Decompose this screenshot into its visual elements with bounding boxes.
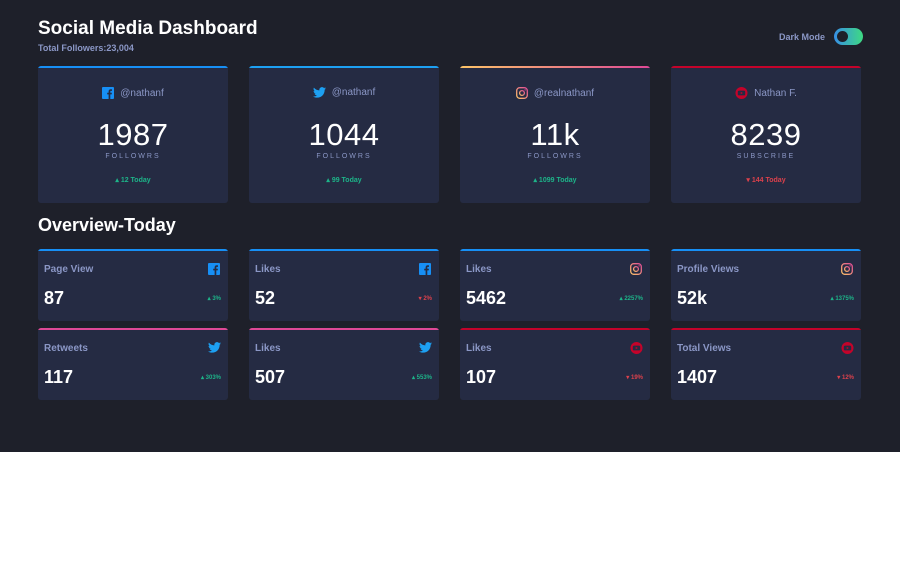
card-youtube[interactable]: Nathan F. 8239 SUBSCRIBE ▾ 144 Today <box>671 66 861 203</box>
up-arrow-icon: ▴ <box>619 296 625 302</box>
today-change: ▴ 1099 Today <box>533 177 577 184</box>
instagram-icon <box>841 263 853 275</box>
card-accent-bar <box>249 66 439 68</box>
card-accent-bar <box>460 249 650 251</box>
twitter-icon <box>208 342 221 354</box>
overview-label: Likes <box>255 264 281 275</box>
card-instagram[interactable]: @realnathanf 11k FOLLOWRS ▴ 1099 Today <box>460 66 650 203</box>
down-arrow-icon: ▾ <box>837 375 842 381</box>
overview-change: ▴ 2257% <box>619 296 643 302</box>
card-handle: Nathan F. <box>754 87 797 99</box>
card-facebook[interactable]: @nathanf 1987 FOLLOWRS ▴ 12 Today <box>38 66 228 203</box>
card-handle: @nathanf <box>331 87 376 98</box>
dark-mode-toggle[interactable] <box>834 28 863 45</box>
overview-change: ▾ 2% <box>418 296 432 302</box>
overview-card[interactable]: Profile Views 52k ▴ 1375% <box>671 249 861 321</box>
overview-card[interactable]: Likes 107 ▾ 19% <box>460 328 650 400</box>
overview-card[interactable]: Total Views 1407 ▾ 12% <box>671 328 861 400</box>
up-arrow-icon: ▴ <box>830 296 836 302</box>
up-arrow-icon: ▴ <box>411 375 417 381</box>
overview-value: 507 <box>255 367 286 387</box>
overview-label: Profile Views <box>677 264 740 275</box>
today-change: ▾ 144 Today <box>746 177 786 184</box>
follower-unit: SUBSCRIBE <box>736 153 796 160</box>
overview-title: Overview-Today <box>38 215 176 235</box>
overview-value: 52k <box>677 288 708 308</box>
follower-unit: FOLLOWRS <box>527 153 583 160</box>
youtube-icon <box>630 342 643 354</box>
youtube-icon <box>841 342 854 354</box>
overview-change: ▾ 19% <box>626 375 643 381</box>
card-accent-bar <box>460 66 650 68</box>
facebook-icon <box>102 87 115 99</box>
overview-change: ▴ 303% <box>200 375 221 381</box>
card-accent-bar <box>671 328 861 330</box>
follower-count: 1987 <box>97 117 169 152</box>
twitter-icon <box>312 87 326 98</box>
follower-unit: FOLLOWRS <box>316 153 372 160</box>
overview-value: 107 <box>466 367 497 387</box>
overview-label: Page View <box>44 264 94 275</box>
overview-card[interactable]: Likes 507 ▴ 553% <box>249 328 439 400</box>
follower-count: 8239 <box>730 117 802 152</box>
overview-change: ▾ 12% <box>837 375 854 381</box>
card-accent-bar <box>671 66 861 68</box>
overview-value: 117 <box>44 367 74 387</box>
up-arrow-icon: ▴ <box>207 296 213 302</box>
overview-value: 52 <box>255 288 276 308</box>
card-accent-bar <box>249 328 439 330</box>
card-handle: @nathanf <box>120 87 164 99</box>
youtube-icon <box>735 87 748 99</box>
up-arrow-icon: ▴ <box>533 177 539 184</box>
overview-card[interactable]: Page View 87 ▴ 3% <box>38 249 228 321</box>
facebook-icon <box>419 263 431 275</box>
page-title: Social Media Dashboard <box>38 18 258 39</box>
overview-label: Likes <box>466 343 492 354</box>
overview-value: 1407 <box>677 367 718 387</box>
toggle-knob <box>837 31 848 42</box>
follower-count: 1044 <box>308 117 380 152</box>
up-arrow-icon: ▴ <box>326 177 332 184</box>
today-change: ▴ 12 Today <box>115 177 151 184</box>
card-accent-bar <box>38 328 228 330</box>
twitter-icon <box>419 342 432 354</box>
up-arrow-icon: ▴ <box>200 375 206 381</box>
overview-change: ▴ 553% <box>411 375 432 381</box>
card-accent-bar <box>249 249 439 251</box>
instagram-icon <box>630 263 642 275</box>
card-accent-bar <box>460 328 650 330</box>
overview-change: ▴ 3% <box>207 296 221 302</box>
card-accent-bar <box>38 66 228 68</box>
overview-label: Likes <box>255 343 281 354</box>
follower-unit: FOLLOWRS <box>105 153 161 160</box>
up-arrow-icon: ▴ <box>115 177 121 184</box>
card-accent-bar <box>671 249 861 251</box>
overview-card[interactable]: Likes 52 ▾ 2% <box>249 249 439 321</box>
overview-card[interactable]: Likes 5462 ▴ 2257% <box>460 249 650 321</box>
card-handle: @realnathanf <box>533 87 595 99</box>
overview-label: Retweets <box>44 343 88 354</box>
dark-mode-label: Dark Mode <box>779 32 826 42</box>
facebook-icon <box>208 263 220 275</box>
instagram-icon <box>515 87 528 99</box>
overview-value: 5462 <box>466 288 507 308</box>
today-change: ▴ 99 Today <box>326 177 362 184</box>
total-followers: Total Followers:23,004 <box>38 43 134 53</box>
overview-card[interactable]: Retweets 117 ▴ 303% <box>38 328 228 400</box>
overview-change: ▴ 1375% <box>830 296 854 302</box>
down-arrow-icon: ▾ <box>746 177 752 184</box>
down-arrow-icon: ▾ <box>626 375 631 381</box>
overview-value: 87 <box>44 288 65 308</box>
follower-count: 11k <box>530 117 580 152</box>
card-twitter[interactable]: @nathanf 1044 FOLLOWRS ▴ 99 Today <box>249 66 439 203</box>
down-arrow-icon: ▾ <box>418 296 424 302</box>
dashboard: Social Media Dashboard Total Followers:2… <box>0 0 900 452</box>
overview-label: Likes <box>466 264 492 275</box>
card-accent-bar <box>38 249 228 251</box>
overview-label: Total Views <box>677 343 732 354</box>
